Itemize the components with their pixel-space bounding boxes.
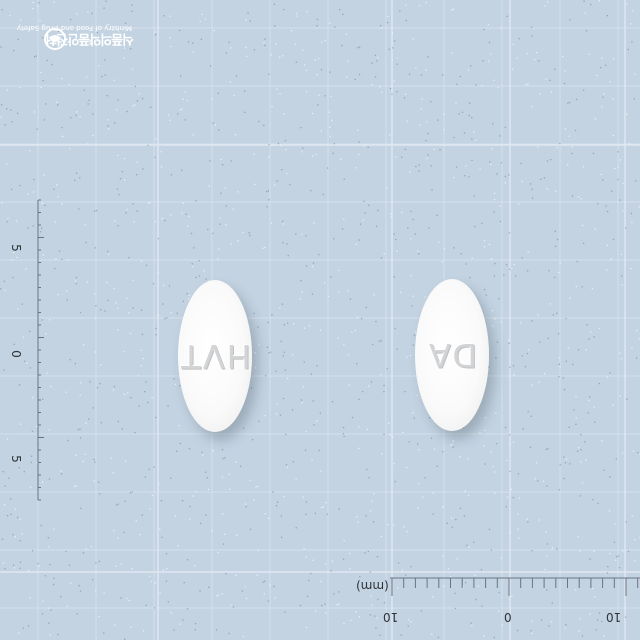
agency-name: 식품의약품안전처 — [46, 31, 134, 46]
scale-unit-label: (mm) — [356, 579, 389, 593]
scale-label-horizontal: 10 — [606, 610, 622, 624]
scale-label-vertical: 0 — [9, 350, 23, 358]
tablet-left: HVT — [178, 280, 252, 432]
tablet-imprint: HVT — [179, 337, 251, 375]
tablet-imprint: DA — [427, 336, 477, 374]
agency-emblem-icon — [44, 28, 66, 50]
agency-subtitle: Ministry of Food and Drug Safety — [16, 24, 132, 32]
scale-label-horizontal: 0 — [504, 610, 512, 624]
tablet-right: DA — [415, 279, 489, 431]
scale-label-horizontal: 10 — [383, 610, 399, 624]
scale-label-vertical: 5 — [9, 455, 23, 463]
scale-label-vertical: 5 — [9, 244, 23, 252]
agency-logo: 식품의약품안전처 Ministry of Food and Drug Safet… — [17, 16, 138, 56]
